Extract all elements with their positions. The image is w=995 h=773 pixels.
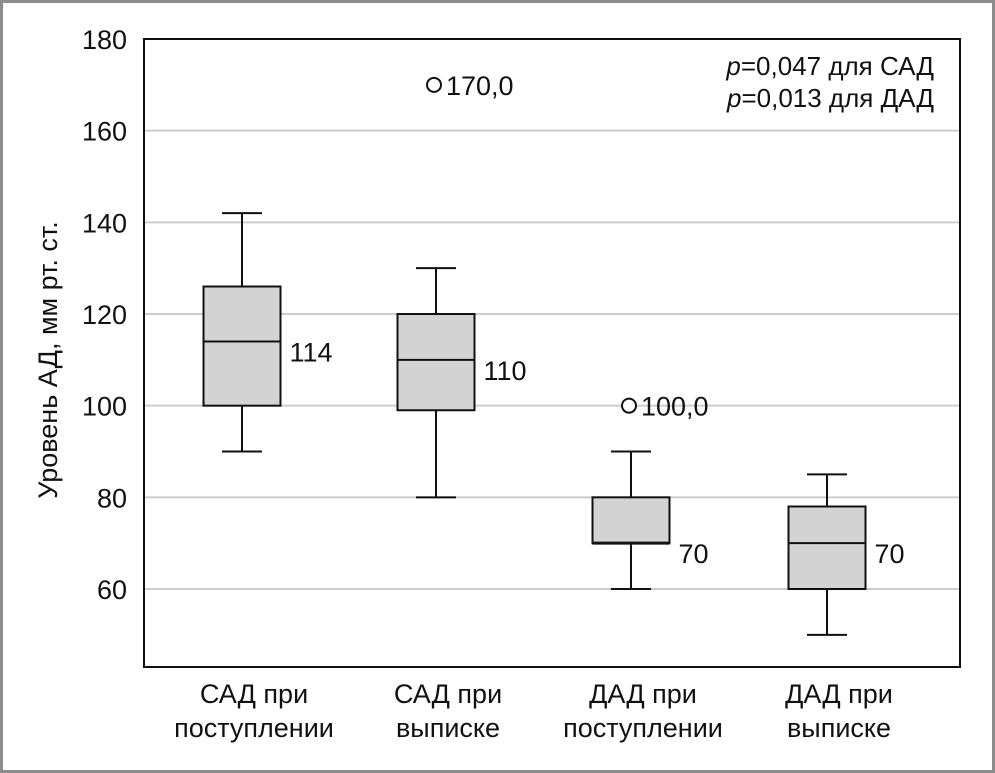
box-group: 70 100,0 [591, 392, 709, 590]
y-tick-labels: 60 80 100 120 140 160 180 [82, 25, 127, 605]
y-tick-label: 60 [97, 575, 127, 605]
outlier-label: 100,0 [641, 392, 709, 422]
boxes: 114 110 170,0 70 100,0 70 [202, 71, 905, 636]
x-category-label: выписке [396, 713, 500, 743]
median-label: 70 [875, 539, 905, 569]
x-category-label: САД при [394, 679, 502, 709]
iqr-box [591, 496, 671, 545]
p-value-annotation: p=0,013 для ДАД [726, 83, 934, 113]
y-tick-label: 140 [82, 208, 127, 238]
y-tick-label: 80 [97, 483, 127, 513]
x-category-label: выписке [787, 713, 891, 743]
y-tick-label: 100 [82, 392, 127, 422]
median-label: 114 [290, 338, 333, 368]
p-value-text: =0,047 для САД [741, 51, 935, 81]
y-tick-label: 160 [82, 117, 127, 147]
outlier-label: 170,0 [446, 71, 514, 101]
median-label: 70 [679, 539, 709, 569]
iqr-box [202, 285, 282, 407]
x-category-labels: САД при поступлении САД при выписке ДАД при п… [174, 679, 893, 743]
iqr-box [396, 313, 476, 412]
x-category-label: поступлении [174, 713, 334, 743]
outlier-point [621, 397, 637, 414]
x-category-label: поступлении [563, 713, 723, 743]
box-group: 70 [787, 473, 905, 636]
p-value-text: =0,013 для ДАД [741, 83, 934, 113]
x-category-label: ДАД при [785, 679, 893, 709]
box-group: 110 170,0 [396, 71, 527, 499]
plot-area-border [143, 38, 961, 668]
median-label: 110 [484, 356, 527, 386]
p-symbol: p [726, 83, 741, 113]
iqr-box [787, 505, 867, 590]
outlier-point [426, 76, 442, 93]
box-group: 114 [202, 212, 333, 453]
y-axis-label: Уровень АД, мм рт. ст. [33, 221, 63, 499]
x-category-label: САД при [200, 679, 308, 709]
p-value-annotation: p=0,047 для САД [725, 51, 934, 81]
y-tick-label: 120 [82, 300, 127, 330]
p-symbol: p [725, 51, 740, 81]
x-category-label: ДАД при [589, 679, 697, 709]
y-tick-label: 180 [82, 25, 127, 55]
